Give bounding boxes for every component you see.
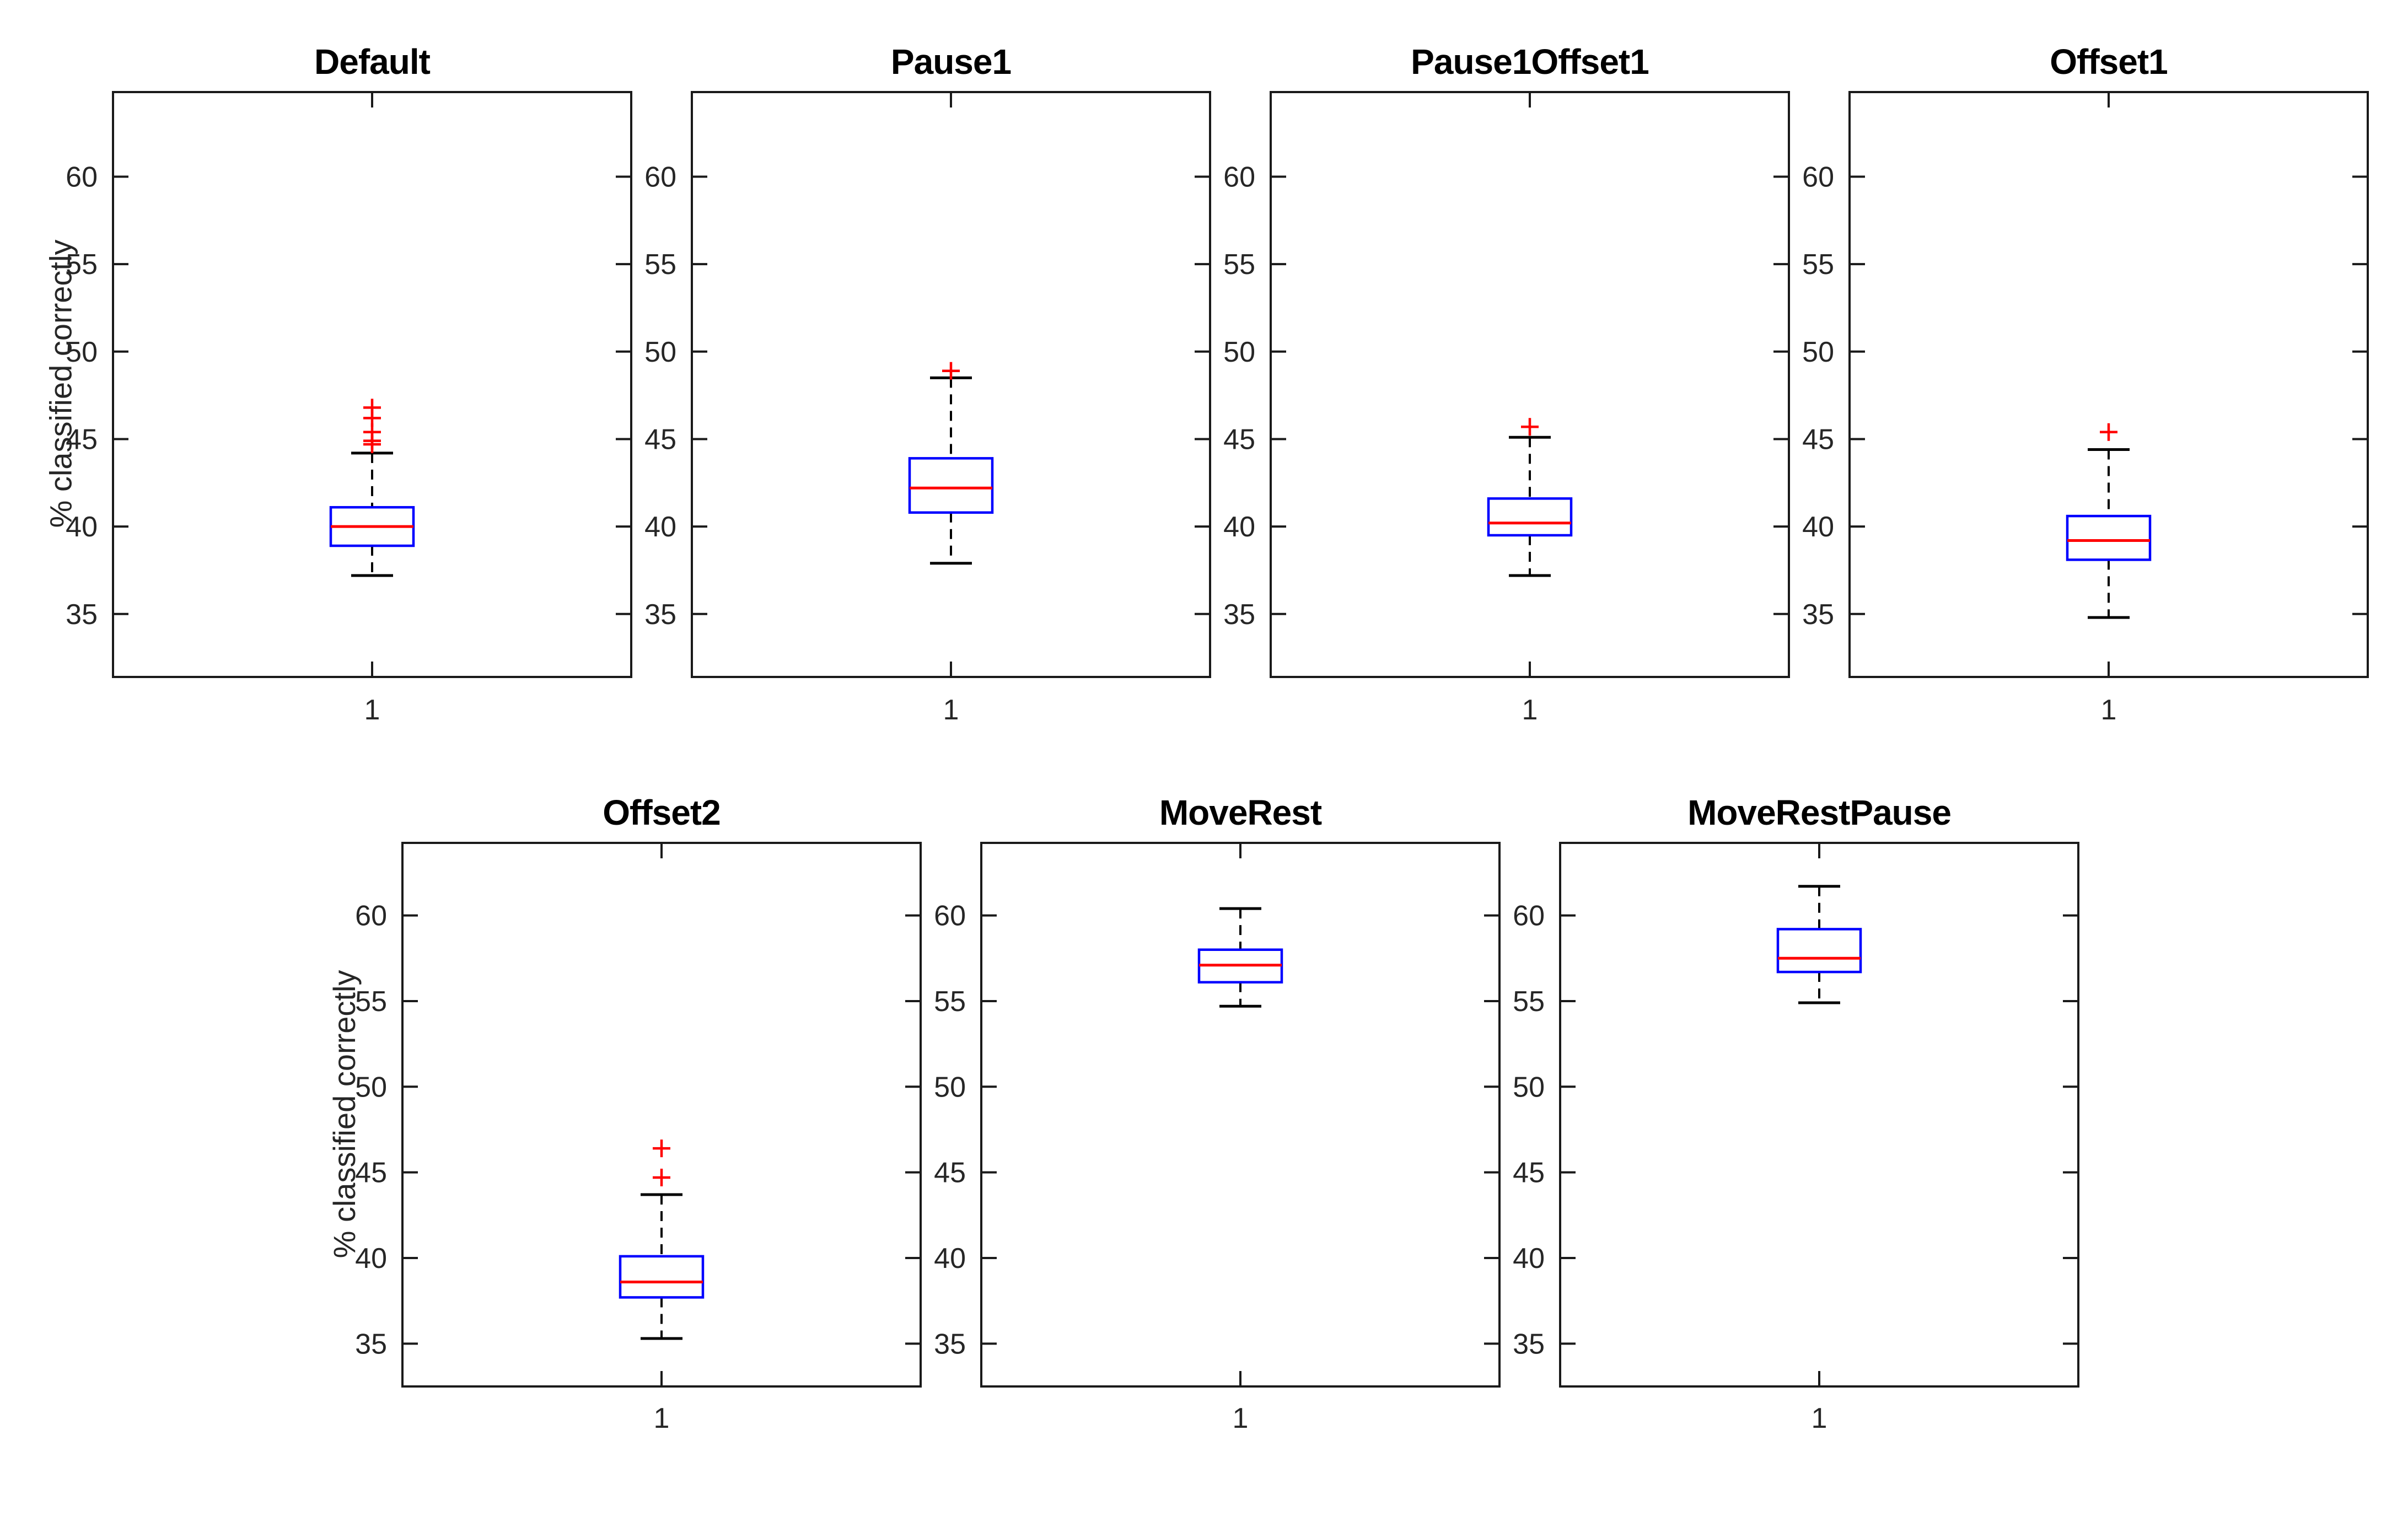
x-tick-label: 1 (2100, 694, 2117, 726)
boxplot-canvas: 35 40 45 50 55 60 (1223, 91, 1790, 678)
x-tick-label: 1 (1232, 1402, 1249, 1434)
box-rect (1776, 928, 1862, 974)
y-tick-label: 40 (1513, 1243, 1545, 1275)
subplot-offset2: 35 40 45 50 55 60 (292, 842, 1031, 1486)
y-tick-label: 45 (355, 1157, 387, 1189)
boxplot-canvas: 35 40 45 50 55 60 (355, 842, 922, 1388)
y-tick-label: 60 (644, 161, 676, 193)
boxplot-canvas: 35 40 45 50 55 60 (66, 91, 632, 678)
boxplot-canvas: 35 40 45 50 55 60 (644, 91, 1211, 678)
y-tick-label: 50 (355, 1071, 387, 1103)
axes-box (980, 842, 1501, 1388)
y-tick-label: 55 (355, 986, 387, 1018)
y-tick-label: 45 (66, 423, 98, 455)
y-tick-label: 60 (1802, 161, 1834, 193)
boxplot-canvas: 35 40 45 50 55 60 (1513, 842, 2079, 1388)
boxplot-canvas: 35 40 45 50 55 60 (934, 842, 1501, 1388)
subplot-pause1offset1: 35 40 45 50 55 60 (1160, 91, 1899, 776)
axes-box (1270, 91, 1790, 678)
y-tick-label: 50 (644, 336, 676, 368)
y-tick-label: 55 (1513, 986, 1545, 1018)
y-tick-label: 55 (66, 249, 98, 281)
subplot-title-moverest: MoveRest (1159, 793, 1322, 832)
x-tick-label: 1 (653, 1402, 670, 1434)
y-tick-label: 35 (1802, 599, 1834, 631)
x-tick-label: 1 (1811, 1402, 1828, 1434)
subplot-offset1: 35 40 45 50 55 60 (1739, 91, 2408, 776)
y-tick-label: 45 (1513, 1157, 1545, 1189)
y-tick-label: 60 (1513, 900, 1545, 932)
y-tick-label: 50 (66, 336, 98, 368)
y-tick-label: 35 (66, 599, 98, 631)
boxplot-canvas: 35 40 45 50 55 60 (1802, 91, 2369, 678)
y-tick-label: 55 (1802, 249, 1834, 281)
subplot-default: 35 40 45 50 55 60 (3, 91, 741, 776)
y-tick-label: 40 (1802, 511, 1834, 543)
y-tick-label: 60 (1223, 161, 1255, 193)
y-tick-label: 40 (644, 511, 676, 543)
box-rect (1487, 497, 1573, 537)
box-rect (619, 1255, 705, 1299)
subplot-title-pause1offset1: Pause1Offset1 (1411, 42, 1649, 82)
y-tick-label: 45 (934, 1157, 966, 1189)
y-tick-label: 60 (355, 900, 387, 932)
y-tick-label: 45 (644, 423, 676, 455)
y-tick-label: 40 (66, 511, 98, 543)
box-rect (2066, 514, 2152, 561)
x-tick-label: 1 (364, 694, 380, 726)
y-tick-label: 50 (934, 1071, 966, 1103)
subplot-moverest: 35 40 45 50 55 60 (871, 842, 1610, 1486)
subplot-title-moverestpause: MoveRestPause (1687, 793, 1952, 832)
y-tick-label: 35 (355, 1328, 387, 1360)
y-tick-label: 50 (1513, 1071, 1545, 1103)
y-tick-label: 45 (1802, 423, 1834, 455)
y-tick-label: 60 (934, 900, 966, 932)
y-tick-label: 40 (1223, 511, 1255, 543)
box-rect (908, 457, 994, 514)
y-tick-label: 40 (355, 1243, 387, 1275)
y-tick-label: 35 (644, 599, 676, 631)
y-tick-label: 55 (1223, 249, 1255, 281)
y-tick-label: 35 (934, 1328, 966, 1360)
y-tick-label: 45 (1223, 423, 1255, 455)
subplot-title-offset2: Offset2 (603, 793, 721, 832)
x-tick-label: 1 (1522, 694, 1538, 726)
subplot-pause1: 35 40 45 50 55 60 (582, 91, 1320, 776)
subplot-moverestpause: 35 40 45 50 55 60 (1450, 842, 2189, 1486)
subplot-title-default: Default (314, 42, 431, 82)
y-tick-label: 50 (1223, 336, 1255, 368)
y-tick-label: 50 (1802, 336, 1834, 368)
y-tick-label: 55 (644, 249, 676, 281)
y-tick-label: 35 (1513, 1328, 1545, 1360)
y-tick-label: 60 (66, 161, 98, 193)
y-tick-label: 35 (1223, 599, 1255, 631)
y-tick-label: 40 (934, 1243, 966, 1275)
axes-box (1848, 91, 2369, 678)
axes-box (112, 91, 632, 678)
x-tick-label: 1 (943, 694, 959, 726)
subplot-title-offset1: Offset1 (2050, 42, 2168, 82)
subplot-title-pause1: Pause1 (890, 42, 1012, 82)
y-tick-label: 55 (934, 986, 966, 1018)
